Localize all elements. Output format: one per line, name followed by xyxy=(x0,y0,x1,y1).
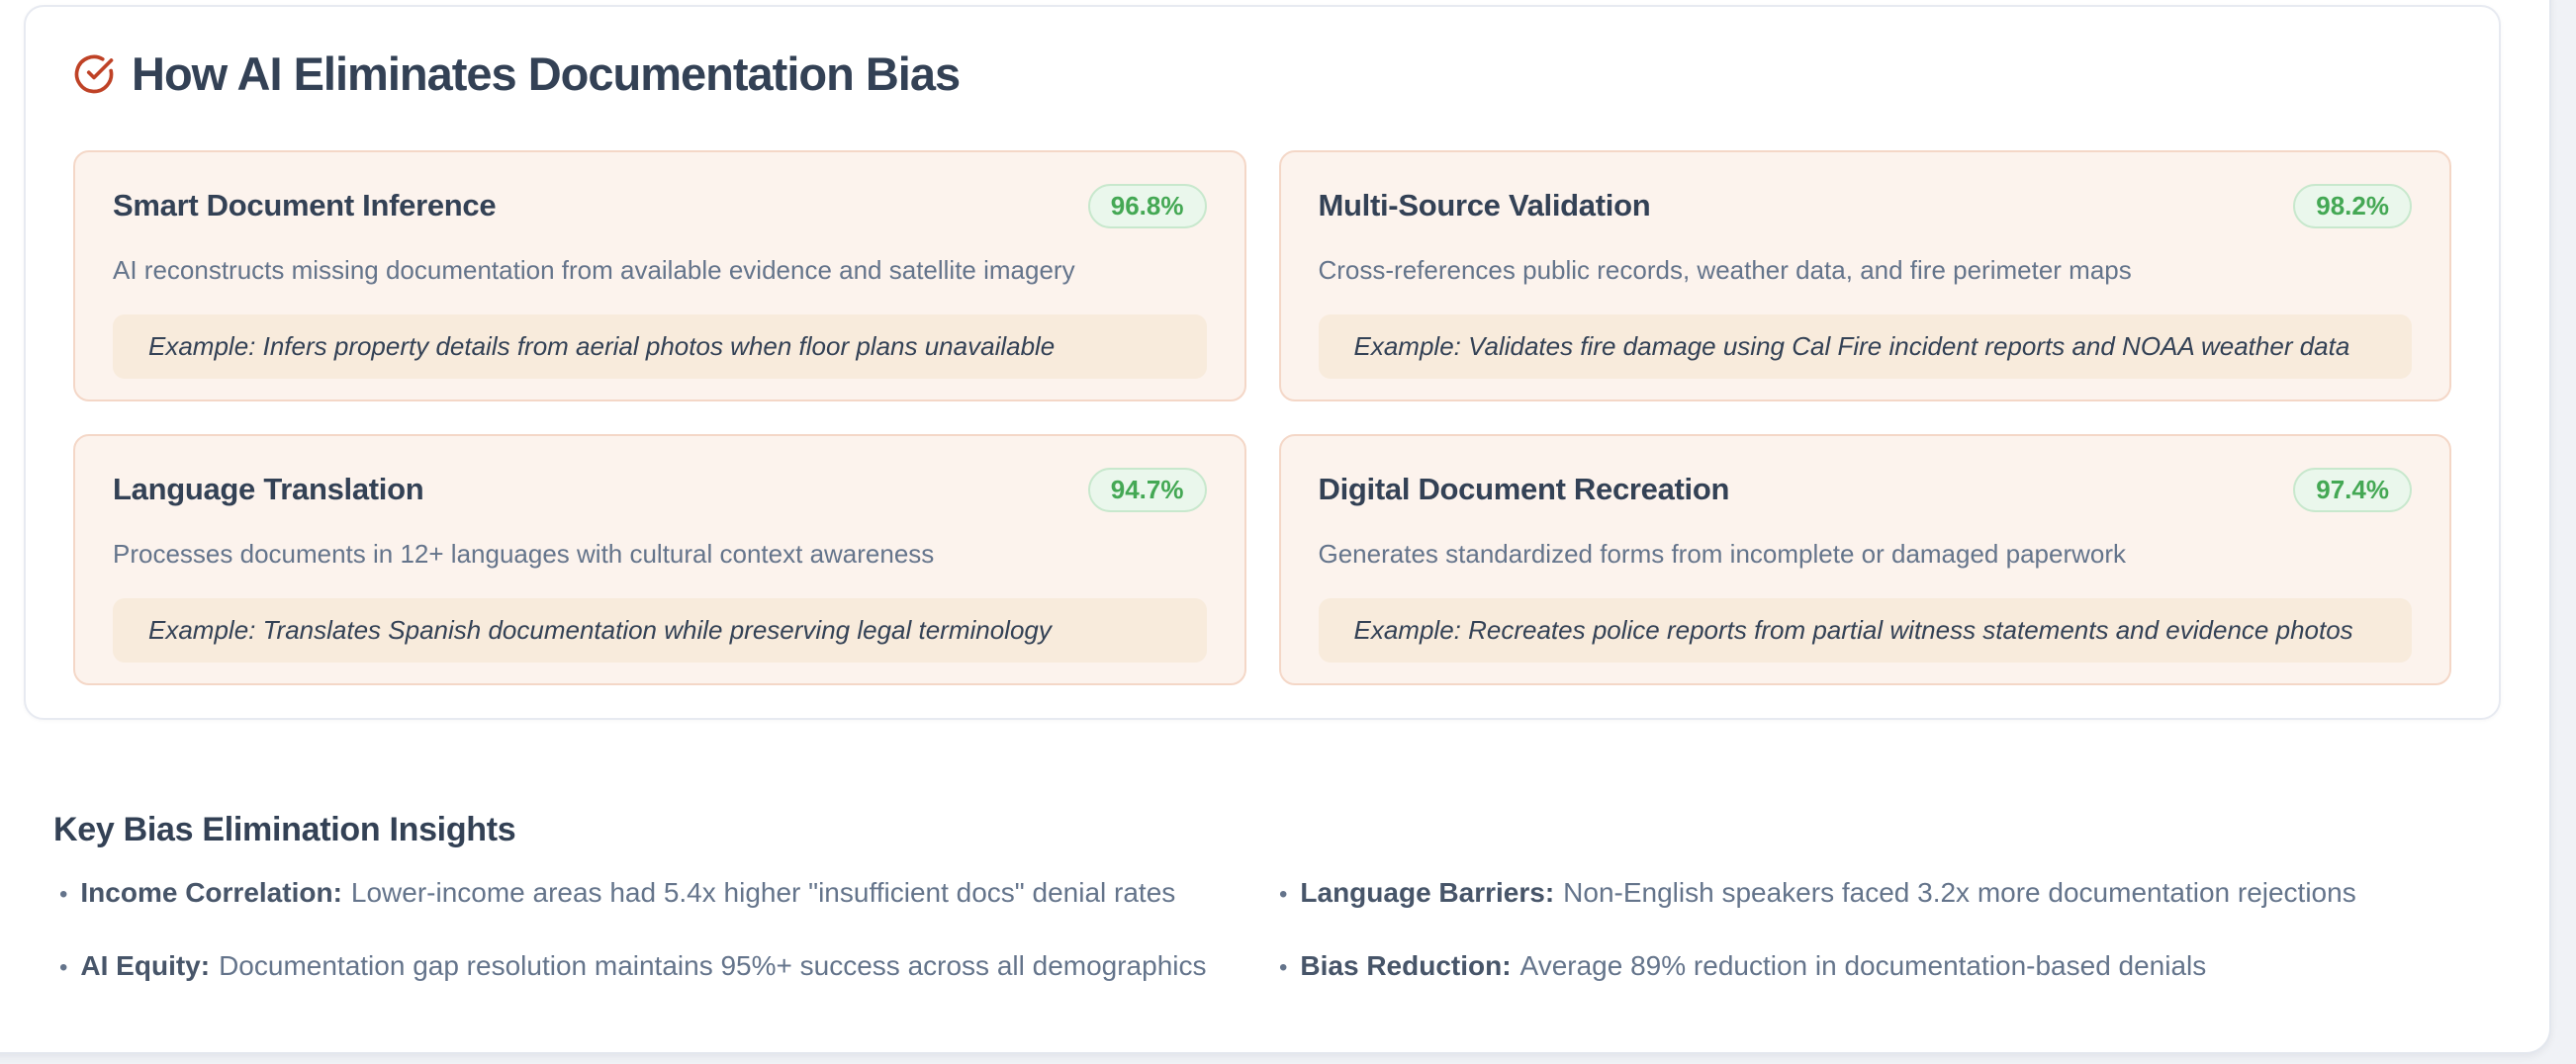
card-header: Digital Document Recreation 97.4% xyxy=(1318,468,2412,512)
page-title: How AI Eliminates Documentation Bias xyxy=(132,47,961,100)
insight-item-language-barriers: • Language Barriers: Non-English speakers… xyxy=(1273,875,2497,913)
insight-item-bias-reduction: • Bias Reduction: Average 89% reduction i… xyxy=(1273,948,2497,986)
bullet-icon: • xyxy=(1279,881,1288,908)
insight-text: Average 89% reduction in documentation-b… xyxy=(1519,950,2207,981)
success-rate-badge: 97.4% xyxy=(2293,468,2412,512)
card-title: Multi-Source Validation xyxy=(1318,188,1651,223)
insight-label: Bias Reduction: xyxy=(1300,950,1512,981)
success-rate-badge: 96.8% xyxy=(1087,184,1207,228)
card-title: Smart Document Inference xyxy=(113,188,497,223)
documentation-bias-panel: How AI Eliminates Documentation Bias Sma… xyxy=(24,5,2501,720)
bullet-icon: • xyxy=(1279,954,1288,981)
card-description: Processes documents in 12+ languages wit… xyxy=(113,538,935,569)
insights-heading: Key Bias Elimination Insights xyxy=(53,811,516,848)
feature-card-multi-source-validation: Multi-Source Validation 98.2% Cross-refe… xyxy=(1278,150,2451,401)
card-header: Language Translation 94.7% xyxy=(113,468,1207,512)
panel-header: How AI Eliminates Documentation Bias xyxy=(73,46,2451,101)
card-description: Generates standardized forms from incomp… xyxy=(1318,538,2127,569)
check-circle-icon xyxy=(74,54,114,93)
insight-label: AI Equity: xyxy=(80,950,211,981)
card-header: Smart Document Inference 96.8% xyxy=(113,184,1207,228)
insight-item-ai-equity: • AI Equity: Documentation gap resolution… xyxy=(53,948,1273,986)
card-example: Example: Recreates police reports from p… xyxy=(1318,597,2412,663)
card-title: Language Translation xyxy=(113,472,424,507)
card-example: Example: Infers property details from ae… xyxy=(113,313,1207,379)
insights-section: Key Bias Elimination Insights • Income C… xyxy=(53,811,2497,986)
insight-text: Lower-income areas had 5.4x higher "insu… xyxy=(350,877,1176,908)
card-example: Example: Validates fire damage using Cal… xyxy=(1318,313,2412,379)
card-title: Digital Document Recreation xyxy=(1318,472,1730,507)
card-description: AI reconstructs missing documentation fr… xyxy=(113,254,1075,285)
card-description: Cross-references public records, weather… xyxy=(1318,254,2132,285)
insight-label: Income Correlation: xyxy=(80,877,342,908)
feature-card-digital-document-recreation: Digital Document Recreation 97.4% Genera… xyxy=(1278,434,2451,685)
insight-item-income-correlation: • Income Correlation: Lower-income areas … xyxy=(53,875,1273,913)
bullet-icon: • xyxy=(59,881,68,908)
insight-text: Documentation gap resolution maintains 9… xyxy=(219,950,1207,981)
bullet-icon: • xyxy=(59,954,68,981)
success-rate-badge: 94.7% xyxy=(1087,468,1207,512)
card-header: Multi-Source Validation 98.2% xyxy=(1318,184,2412,228)
feature-card-language-translation: Language Translation 94.7% Processes doc… xyxy=(73,434,1246,685)
feature-card-smart-document-inference: Smart Document Inference 96.8% AI recons… xyxy=(73,150,1246,401)
success-rate-badge: 98.2% xyxy=(2293,184,2412,228)
feature-cards-grid: Smart Document Inference 96.8% AI recons… xyxy=(73,150,2451,685)
insights-grid: • Income Correlation: Lower-income areas … xyxy=(53,875,2497,986)
insight-label: Language Barriers: xyxy=(1300,877,1555,908)
card-example: Example: Translates Spanish documentatio… xyxy=(113,597,1207,663)
insight-text: Non-English speakers faced 3.2x more doc… xyxy=(1563,877,2356,908)
